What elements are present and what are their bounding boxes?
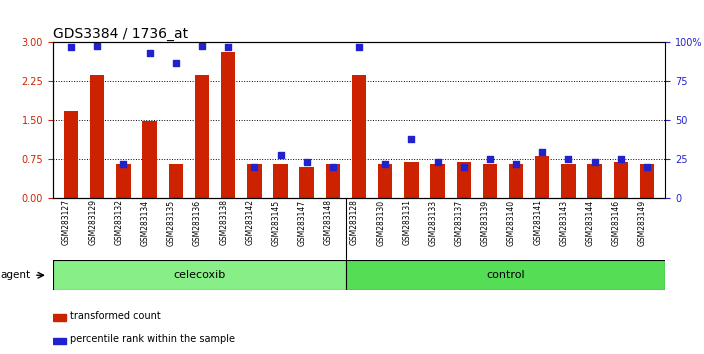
Point [144, 51, 156, 56]
Text: GSM283134: GSM283134 [141, 200, 150, 246]
Bar [64, 111, 78, 198]
Point [432, 160, 444, 165]
Text: transformed count: transformed count [70, 311, 161, 321]
Point [196, 43, 208, 48]
Text: celecoxib: celecoxib [173, 270, 225, 280]
Bar [53, 314, 65, 321]
Text: GSM283132: GSM283132 [115, 200, 123, 245]
Text: GSM283128: GSM283128 [350, 200, 359, 245]
Text: GSM283138: GSM283138 [219, 200, 228, 245]
Text: control: control [486, 270, 525, 280]
Bar [116, 165, 131, 198]
Bar [221, 52, 235, 198]
Bar [299, 167, 314, 198]
Bar [404, 162, 419, 198]
Text: GSM283137: GSM283137 [455, 200, 464, 246]
Bar [640, 165, 654, 198]
Point [353, 44, 365, 50]
Point [589, 160, 601, 165]
Text: GSM283139: GSM283139 [481, 200, 490, 246]
Text: percentile rank within the sample: percentile rank within the sample [70, 335, 235, 344]
Text: agent: agent [1, 270, 31, 280]
Text: GSM283131: GSM283131 [403, 200, 411, 245]
Point [222, 44, 234, 50]
Bar [561, 165, 576, 198]
Bar [456, 162, 471, 198]
Point [249, 164, 260, 170]
Bar [587, 165, 602, 198]
Bar [346, 260, 665, 290]
Text: GSM283144: GSM283144 [586, 200, 595, 246]
Point [458, 164, 470, 170]
Point [484, 156, 496, 162]
Bar [90, 75, 104, 198]
Text: GSM283127: GSM283127 [62, 200, 71, 245]
Point [118, 161, 129, 167]
Text: GSM283143: GSM283143 [560, 200, 568, 246]
Bar [430, 165, 445, 198]
Text: GSM283141: GSM283141 [533, 200, 542, 245]
Text: GSM283135: GSM283135 [167, 200, 176, 246]
Text: GSM283140: GSM283140 [507, 200, 516, 246]
Point [406, 136, 417, 142]
Bar [614, 162, 628, 198]
Text: GSM283147: GSM283147 [298, 200, 307, 246]
Bar [352, 75, 366, 198]
Text: GSM283149: GSM283149 [638, 200, 647, 246]
Point [65, 44, 77, 50]
Bar [326, 165, 340, 198]
Bar [378, 165, 392, 198]
Point [536, 149, 548, 154]
Text: GSM283136: GSM283136 [193, 200, 202, 246]
Text: GSM283133: GSM283133 [429, 200, 438, 246]
Text: GSM283145: GSM283145 [272, 200, 280, 246]
Point [92, 43, 103, 48]
Bar [53, 260, 346, 290]
Text: GSM283130: GSM283130 [376, 200, 385, 246]
Point [641, 164, 653, 170]
Bar [273, 165, 288, 198]
Text: GSM283146: GSM283146 [612, 200, 621, 246]
Bar [535, 156, 549, 198]
Text: GDS3384 / 1736_at: GDS3384 / 1736_at [53, 28, 188, 41]
Point [275, 152, 286, 158]
Bar [509, 165, 523, 198]
Point [327, 164, 339, 170]
Point [510, 161, 522, 167]
Bar [53, 338, 65, 344]
Bar [142, 121, 157, 198]
Text: GSM283142: GSM283142 [245, 200, 254, 245]
Text: GSM283129: GSM283129 [88, 200, 97, 245]
Bar [195, 75, 209, 198]
Text: GSM283148: GSM283148 [324, 200, 333, 245]
Point [615, 156, 627, 162]
Bar [247, 165, 262, 198]
Bar [169, 165, 183, 198]
Point [562, 156, 574, 162]
Point [379, 161, 391, 167]
Bar [483, 165, 497, 198]
Point [301, 160, 313, 165]
Point [170, 60, 182, 65]
